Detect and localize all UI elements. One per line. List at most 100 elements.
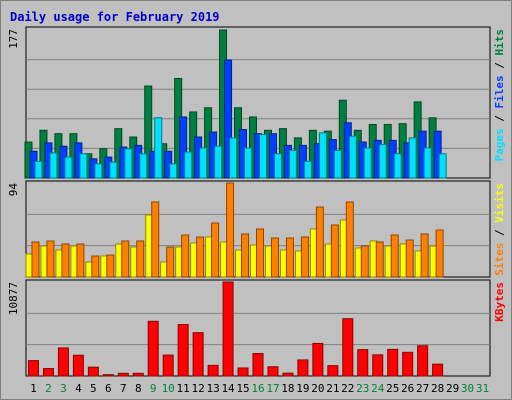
bar-sites-day-15	[241, 233, 250, 278]
x-tick-label-2: 2	[45, 382, 52, 395]
bar-kbytes-day-13	[207, 364, 219, 377]
x-tick-label-16: 16	[251, 382, 264, 395]
bar-sites-day-18	[285, 237, 294, 278]
side-legend-part: /	[493, 109, 506, 129]
x-tick-label-17: 17	[266, 382, 279, 395]
side-legend-part: Sites	[493, 243, 506, 276]
bar-kbytes-day-9	[147, 320, 159, 377]
x-tick-label-20: 20	[311, 382, 324, 395]
x-tick-label-15: 15	[236, 382, 249, 395]
bar-pages-day-21	[333, 149, 342, 179]
side-legend-part: Visits	[493, 183, 506, 223]
bar-pages-day-1	[34, 160, 43, 179]
x-tick-label-14: 14	[221, 382, 235, 395]
bar-sites-day-17	[270, 237, 279, 278]
bar-kbytes-day-10	[162, 354, 174, 377]
bar-sites-day-1	[31, 241, 40, 278]
bar-pages-day-9	[154, 117, 163, 179]
bar-pages-day-4	[79, 153, 88, 179]
bar-sites-day-14	[226, 182, 235, 278]
bar-kbytes-day-2	[42, 368, 54, 377]
bar-kbytes-day-5	[87, 366, 99, 377]
bar-sites-day-10	[166, 246, 175, 278]
bar-sites-day-6	[106, 254, 115, 278]
bar-kbytes-day-7	[117, 372, 129, 377]
bar-pages-day-5	[94, 163, 103, 179]
bar-kbytes-day-22	[342, 318, 354, 377]
bar-kbytes-day-24	[372, 354, 384, 377]
bar-sites-day-8	[136, 240, 145, 278]
bar-kbytes-day-14	[222, 281, 234, 377]
bar-sites-day-5	[91, 255, 100, 278]
bar-kbytes-day-26	[402, 351, 414, 377]
bar-kbytes-day-21	[327, 365, 339, 377]
x-tick-label-31: 31	[476, 382, 489, 395]
side-legend-part: Files	[493, 75, 506, 108]
x-tick-label-29: 29	[446, 382, 459, 395]
bar-files-day-11	[179, 116, 188, 179]
bar-pages-day-3	[64, 156, 73, 179]
x-tick-label-3: 3	[60, 382, 67, 395]
bar-sites-day-12	[196, 236, 205, 278]
bar-sites-day-20	[315, 206, 324, 278]
x-tick-label-5: 5	[90, 382, 97, 395]
y-max-label: 177	[7, 29, 20, 49]
bar-pages-day-11	[184, 151, 193, 179]
bar-sites-day-11	[181, 234, 190, 278]
bar-sites-day-23	[360, 245, 369, 278]
x-tick-label-21: 21	[326, 382, 339, 395]
bar-kbytes-day-12	[192, 332, 204, 377]
bar-kbytes-day-1	[27, 360, 39, 377]
bar-sites-day-2	[46, 240, 55, 278]
x-tick-label-18: 18	[281, 382, 294, 395]
side-legend-part: /	[493, 223, 506, 243]
bar-sites-day-28	[435, 229, 444, 278]
bar-kbytes-day-4	[72, 354, 84, 377]
bar-pages-day-8	[139, 153, 148, 179]
bar-sites-day-21	[330, 224, 339, 278]
bar-sites-day-24	[375, 241, 384, 278]
bar-pages-day-23	[363, 147, 372, 179]
bar-kbytes-day-28	[432, 363, 444, 377]
side-legend: Sites / Visits	[493, 183, 506, 276]
chart-title: Daily usage for February 2019	[10, 10, 220, 24]
bar-pages-day-26	[408, 137, 417, 179]
bar-kbytes-day-27	[417, 345, 429, 377]
bar-pages-day-16	[259, 134, 267, 179]
bar-kbytes-day-16	[252, 353, 264, 377]
bar-kbytes-day-8	[132, 372, 144, 377]
x-tick-label-12: 12	[192, 382, 205, 395]
bar-pages-day-17	[273, 153, 282, 179]
bar-files-day-14	[224, 59, 233, 179]
bar-kbytes-day-19	[297, 359, 309, 377]
x-tick-label-11: 11	[177, 382, 190, 395]
bar-sites-day-19	[300, 236, 309, 278]
bar-pages-day-6	[109, 161, 118, 179]
bar-sites-day-26	[405, 239, 414, 278]
bar-sites-day-22	[345, 201, 354, 278]
bar-sites-day-9	[151, 201, 160, 278]
bar-sites-day-7	[121, 240, 130, 278]
bar-pages-day-28	[438, 153, 447, 179]
bar-pages-day-22	[348, 135, 357, 179]
bar-pages-day-10	[169, 163, 178, 179]
bar-pages-day-27	[423, 147, 432, 179]
x-tick-label-28: 28	[431, 382, 444, 395]
side-legend-part: /	[493, 56, 506, 76]
bar-sites-day-3	[61, 243, 70, 278]
x-tick-label-10: 10	[162, 382, 175, 395]
x-tick-label-23: 23	[356, 382, 369, 395]
bar-pages-day-15	[244, 147, 253, 179]
bar-pages-day-2	[49, 152, 58, 179]
bar-kbytes-day-11	[177, 324, 189, 377]
side-legend-part: Hits	[493, 29, 506, 56]
x-tick-label-22: 22	[341, 382, 354, 395]
bar-kbytes-day-3	[57, 347, 69, 377]
bar-pages-day-7	[124, 148, 133, 179]
x-tick-label-6: 6	[105, 382, 112, 395]
bar-sites-day-13	[211, 222, 220, 278]
bar-sites-day-16	[256, 228, 264, 278]
side-legend-part: KBytes	[493, 282, 506, 322]
side-legend: KBytes	[493, 282, 506, 322]
